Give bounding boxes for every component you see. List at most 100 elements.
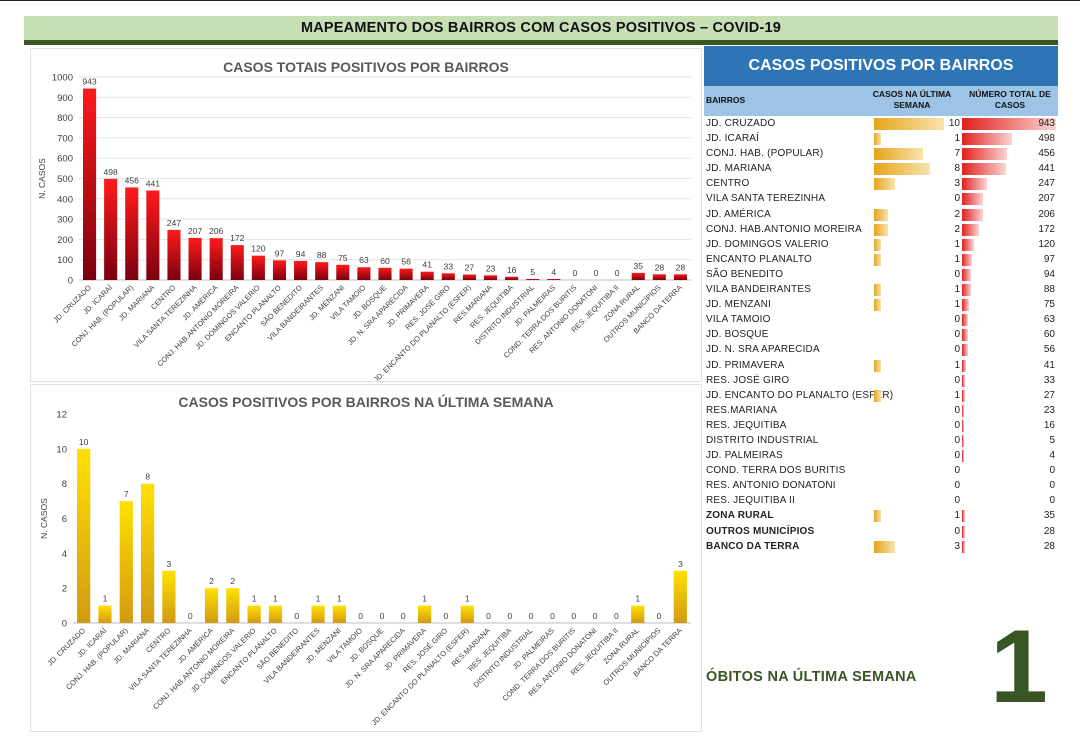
row-total-cell: 172 [962, 223, 1057, 236]
y-tick-label: 700 [57, 133, 73, 144]
week-value: 2 [954, 223, 960, 235]
total-value: 41 [1043, 359, 1055, 371]
row-week-cell: 1 [874, 510, 960, 523]
total-value: 0 [1049, 495, 1055, 507]
row-week-cell: 1 [874, 133, 960, 146]
bar-value-label: 8 [145, 472, 150, 482]
total-data-bar [962, 329, 968, 342]
row-total-cell: 75 [962, 299, 1057, 312]
total-value: 94 [1043, 268, 1055, 280]
row-bairro-name: JD. ICARAÍ [706, 133, 760, 145]
bar-value-label: 498 [103, 167, 118, 177]
total-data-bar [962, 178, 987, 191]
bar [505, 276, 519, 280]
row-week-cell: 1 [874, 299, 960, 312]
bar [268, 605, 283, 623]
bar [483, 275, 498, 280]
column-header-week: CASOS NA ÚLTIMA SEMANA [872, 89, 952, 110]
bar [209, 238, 223, 280]
total-data-bar [962, 268, 972, 281]
row-bairro-name: JD. MARIANA [706, 163, 772, 175]
total-data-bar [962, 208, 983, 221]
total-data-bar [962, 223, 980, 236]
bar-value-label: 0 [486, 611, 491, 621]
bar-value-label: 456 [125, 175, 140, 185]
bar-value-label: 441 [146, 178, 161, 188]
y-tick-label: 2 [62, 584, 67, 595]
week-data-bar [874, 540, 895, 553]
week-value: 0 [954, 419, 960, 431]
bar-value-label: 1 [635, 594, 640, 604]
bar [204, 588, 219, 623]
bar-value-label: 0 [615, 268, 620, 278]
total-data-bar [962, 419, 964, 432]
total-value: 441 [1038, 163, 1055, 175]
y-tick-label: 600 [57, 154, 73, 165]
row-bairro-name: RES. JOSÉ GIRO [706, 374, 790, 386]
bar-value-label: 0 [571, 611, 576, 621]
row-week-cell: 0 [874, 344, 960, 356]
week-value: 1 [954, 284, 960, 296]
week-value: 1 [954, 359, 960, 371]
bar-value-label: 56 [401, 257, 411, 267]
y-axis-label: N. CASOS [37, 158, 47, 199]
y-tick-label: 800 [57, 113, 73, 124]
bar [272, 260, 287, 280]
bar [146, 190, 160, 280]
row-total-cell: 41 [962, 359, 1057, 372]
row-bairro-name: ENCANTO PLANALTO [706, 253, 813, 265]
bar-value-label: 0 [358, 611, 363, 621]
table-row: JD. N. SRA APARECIDA 0 56 [704, 343, 1058, 358]
week-value: 0 [954, 374, 960, 386]
bar [315, 262, 329, 280]
row-bairro-name: RES. JEQUITIBA II [706, 495, 795, 507]
total-data-bar [962, 525, 965, 538]
table-row: COND. TERRA DOS BURITIS 0 0 [704, 464, 1058, 479]
week-value: 1 [954, 389, 960, 401]
y-tick-label: 6 [62, 514, 67, 525]
bar [77, 448, 91, 623]
total-data-bar [962, 253, 972, 266]
row-week-cell: 0 [874, 435, 960, 447]
total-value: 4 [1049, 450, 1055, 462]
bar-value-label: 75 [338, 253, 348, 263]
total-data-bar [962, 510, 966, 523]
table-row: ZONA RURAL 1 35 [704, 509, 1058, 524]
bar [357, 267, 371, 280]
bar-value-label: 0 [550, 611, 555, 621]
bar-value-label: 0 [294, 611, 299, 621]
bar-value-label: 7 [124, 489, 129, 499]
row-week-cell: 0 [874, 405, 960, 417]
row-bairro-name: JD. DOMINGOS VALERIO [706, 238, 829, 250]
week-value: 1 [954, 253, 960, 265]
week-value: 3 [954, 540, 960, 552]
bar [162, 570, 176, 623]
week-value: 0 [954, 268, 960, 280]
total-value: 60 [1043, 329, 1055, 341]
row-bairro-name: JD. BOSQUE [706, 329, 769, 341]
row-total-cell: 0 [962, 480, 1057, 492]
week-data-bar [874, 299, 881, 312]
table-row: JD. PALMEIRAS 0 4 [704, 449, 1058, 464]
week-value: 0 [954, 434, 960, 446]
row-bairro-name: JD. CRUZADO [706, 118, 776, 129]
top-border [0, 0, 1080, 5]
row-bairro-name: RES.MARIANA [706, 404, 778, 416]
bar-value-label: 0 [573, 268, 578, 278]
week-value: 3 [954, 178, 960, 190]
y-axis-label: N. CASOS [39, 498, 49, 539]
row-bairro-name: DISTRITO INDUSTRIAL [706, 434, 819, 446]
row-week-cell: 0 [874, 420, 960, 432]
bar-value-label: 33 [444, 261, 454, 271]
table-row: RES.MARIANA 0 23 [704, 404, 1058, 419]
row-total-cell: 35 [962, 510, 1057, 523]
total-value: 0 [1049, 480, 1055, 492]
row-bairro-name: JD. ENCANTO DO PLANALTO (ESFER) [706, 389, 894, 401]
cases-table: CASOS POSITIVOS POR BAIRROS BAIRROS CASO… [704, 46, 1058, 566]
bar-value-label: 1 [337, 594, 342, 604]
week-data-bar [874, 208, 888, 221]
bar [462, 274, 476, 280]
bar-value-label: 3 [167, 559, 172, 569]
row-week-cell: 1 [874, 284, 960, 297]
total-data-bar [962, 299, 970, 312]
